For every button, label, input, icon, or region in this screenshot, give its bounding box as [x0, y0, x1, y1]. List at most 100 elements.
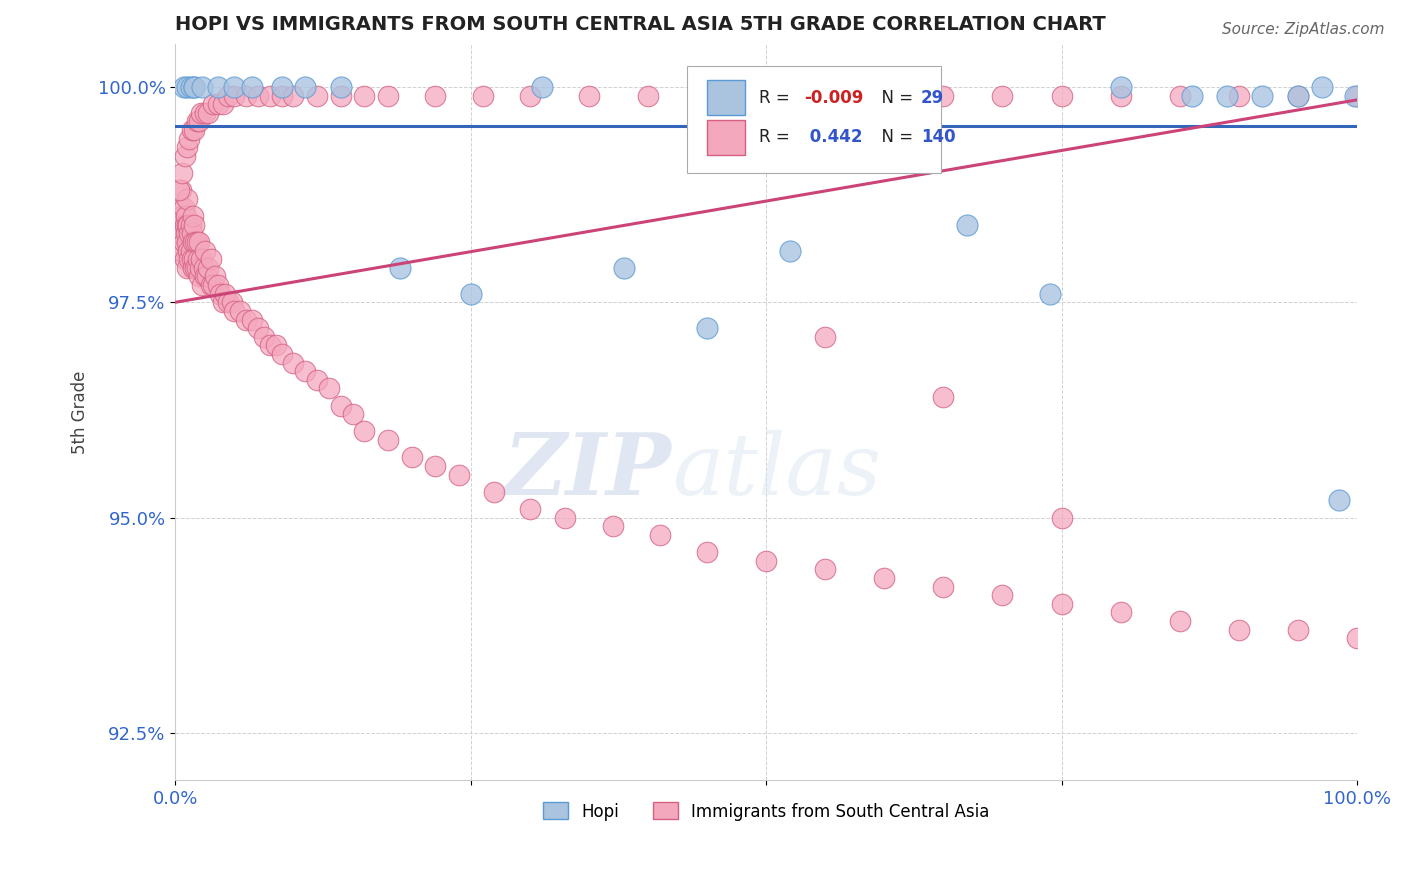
Point	[1050, 510, 1073, 524]
Point	[176, 218, 198, 232]
Point	[194, 269, 217, 284]
Point	[167, 244, 190, 258]
Point	[471, 88, 494, 103]
Point	[1109, 79, 1132, 94]
Point	[190, 252, 212, 267]
Point	[294, 79, 316, 94]
Point	[183, 79, 205, 94]
Point	[173, 79, 195, 94]
Point	[283, 88, 305, 103]
Point	[173, 252, 195, 267]
Point	[779, 244, 801, 258]
Point	[294, 364, 316, 378]
Point	[247, 88, 270, 103]
Point	[194, 105, 217, 120]
Point	[1168, 88, 1191, 103]
Point	[180, 123, 202, 137]
Point	[991, 588, 1014, 602]
Point	[401, 450, 423, 465]
Point	[484, 484, 506, 499]
Text: 0.442: 0.442	[804, 128, 862, 146]
Point	[259, 338, 281, 352]
Point	[1310, 79, 1333, 94]
Point	[202, 97, 225, 112]
Point	[180, 218, 202, 232]
Point	[377, 433, 399, 447]
Point	[221, 295, 243, 310]
Point	[229, 304, 252, 318]
Point	[211, 97, 233, 112]
Point	[179, 131, 201, 145]
Point	[200, 252, 222, 267]
Point	[696, 321, 718, 335]
Point	[270, 347, 292, 361]
Point	[1109, 605, 1132, 619]
Point	[214, 286, 236, 301]
Text: -0.009: -0.009	[804, 88, 863, 107]
Point	[447, 467, 470, 482]
Point	[187, 235, 209, 249]
Point	[1168, 614, 1191, 628]
Point	[1050, 597, 1073, 611]
Point	[247, 321, 270, 335]
Point	[176, 235, 198, 249]
Point	[170, 227, 193, 241]
Legend: Hopi, Immigrants from South Central Asia: Hopi, Immigrants from South Central Asia	[537, 796, 995, 827]
Point	[814, 88, 837, 103]
Point	[932, 88, 955, 103]
Point	[186, 260, 208, 275]
Point	[329, 399, 352, 413]
Point	[194, 244, 217, 258]
Point	[353, 88, 375, 103]
Point	[190, 105, 212, 120]
Point	[602, 519, 624, 533]
Point	[204, 269, 226, 284]
Point	[1227, 623, 1250, 637]
Point	[197, 260, 219, 275]
Point	[1050, 88, 1073, 103]
Point	[648, 528, 671, 542]
Point	[1227, 88, 1250, 103]
Point	[176, 260, 198, 275]
Point	[259, 88, 281, 103]
Point	[217, 88, 239, 103]
Point	[519, 502, 541, 516]
Point	[1346, 88, 1368, 103]
Point	[425, 88, 447, 103]
Point	[180, 252, 202, 267]
Point	[329, 88, 352, 103]
Point	[240, 79, 263, 94]
Point	[174, 209, 197, 223]
Point	[1180, 88, 1202, 103]
Point	[353, 425, 375, 439]
Point	[179, 252, 201, 267]
Point	[209, 286, 232, 301]
Point	[519, 88, 541, 103]
Point	[1286, 88, 1309, 103]
Point	[270, 88, 292, 103]
Point	[318, 381, 340, 395]
Point	[207, 278, 229, 293]
Point	[377, 88, 399, 103]
Point	[932, 390, 955, 404]
Point	[184, 260, 207, 275]
Text: N =: N =	[872, 128, 918, 146]
Text: R =: R =	[759, 88, 794, 107]
Point	[172, 166, 194, 180]
Point	[173, 201, 195, 215]
Point	[172, 209, 194, 223]
Point	[191, 278, 214, 293]
Point	[1216, 88, 1239, 103]
Point	[264, 338, 287, 352]
Point	[217, 295, 239, 310]
Point	[184, 235, 207, 249]
Point	[224, 88, 246, 103]
Point	[307, 88, 329, 103]
Point	[207, 79, 229, 94]
Point	[183, 252, 205, 267]
Point	[173, 149, 195, 163]
Point	[696, 88, 718, 103]
Point	[193, 260, 215, 275]
Point	[425, 458, 447, 473]
Point	[873, 88, 896, 103]
